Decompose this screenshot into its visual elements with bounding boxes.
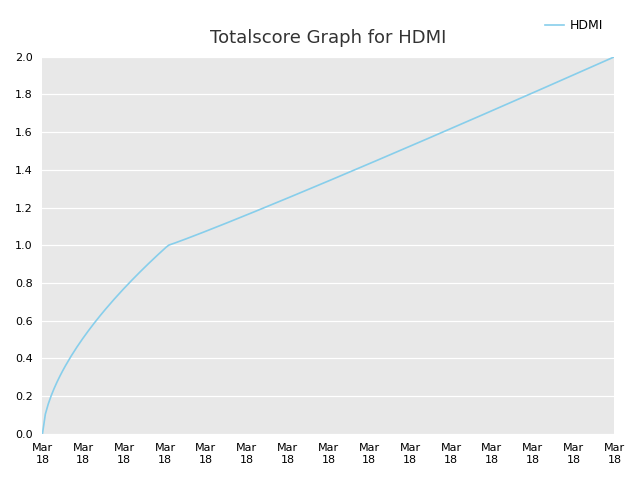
Title: Totalscore Graph for HDMI: Totalscore Graph for HDMI <box>211 29 447 47</box>
HDMI <box>73 344 81 350</box>
HDMI <box>61 363 69 369</box>
HDMI <box>582 67 589 72</box>
HDMI <box>145 261 153 266</box>
HDMI <box>562 75 570 81</box>
HDMI <box>191 233 198 239</box>
Legend: HDMI: HDMI <box>540 14 608 37</box>
HDMI <box>38 431 46 436</box>
HDMI <box>611 54 618 60</box>
Line: HDMI: HDMI <box>42 57 614 433</box>
